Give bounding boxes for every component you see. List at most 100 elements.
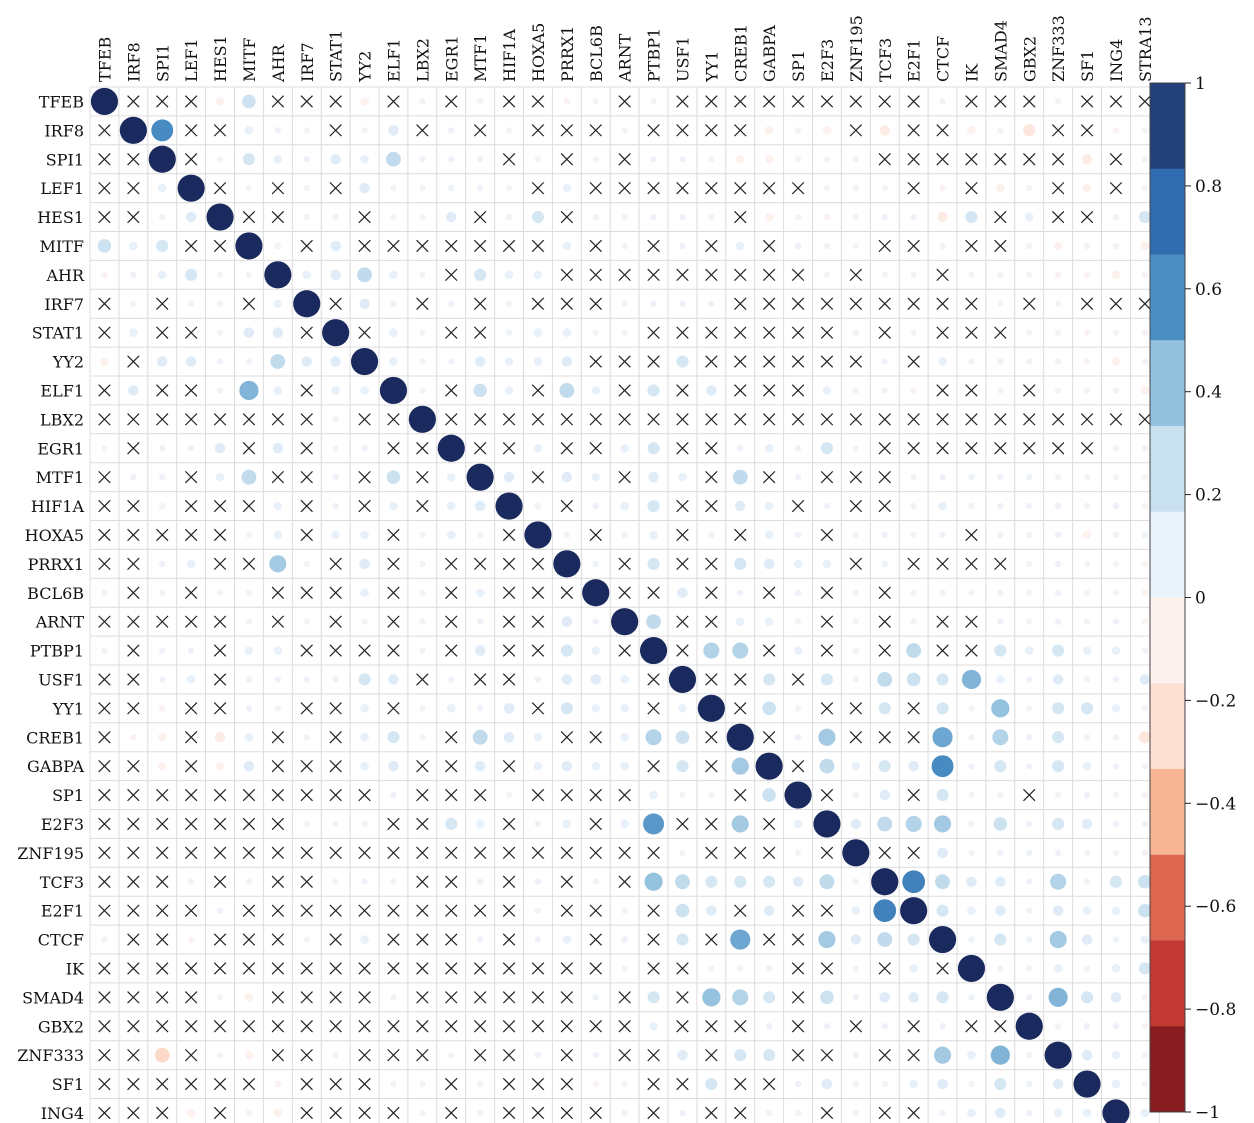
correlation-circle: [822, 386, 832, 395]
correlation-circle: [303, 820, 310, 828]
correlation-circle: [235, 232, 263, 260]
insignificant-mark: [531, 384, 545, 397]
insignificant-mark: [184, 153, 198, 166]
insignificant-mark: [416, 442, 429, 455]
correlation-circle: [991, 699, 1010, 718]
correlation-circle: [937, 1078, 948, 1090]
correlation-circle: [997, 849, 1004, 857]
correlation-circle: [101, 271, 108, 279]
insignificant-mark: [329, 297, 342, 310]
column-label: LEF1: [182, 38, 201, 82]
insignificant-mark: [531, 95, 545, 108]
insignificant-mark: [242, 1077, 256, 1091]
column-label: SP1: [789, 50, 808, 82]
correlation-circle: [274, 676, 282, 683]
insignificant-mark: [184, 413, 198, 426]
correlation-circle: [708, 531, 715, 539]
insignificant-mark: [762, 384, 776, 397]
correlation-circle: [360, 704, 369, 713]
correlation-circle: [1048, 987, 1068, 1007]
correlation-circle: [676, 933, 689, 946]
correlation-circle: [818, 728, 836, 746]
correlation-circle: [1052, 760, 1065, 773]
insignificant-mark: [416, 1048, 429, 1062]
insignificant-mark: [762, 181, 776, 195]
insignificant-mark: [358, 904, 371, 917]
insignificant-mark: [98, 846, 111, 860]
correlation-circle: [1054, 329, 1062, 336]
insignificant-mark: [907, 788, 920, 802]
insignificant-mark: [271, 181, 285, 195]
correlation-circle: [764, 126, 774, 135]
correlation-circle: [823, 502, 831, 510]
correlation-circle: [813, 810, 841, 838]
insignificant-mark: [502, 904, 516, 917]
correlation-circle: [910, 271, 917, 279]
correlation-circle: [1026, 734, 1033, 741]
correlation-circle: [620, 732, 629, 742]
insignificant-mark: [1051, 413, 1065, 426]
correlation-circle: [820, 990, 834, 1005]
insignificant-mark: [300, 326, 313, 339]
insignificant-mark: [127, 673, 140, 686]
correlation-circle: [151, 119, 174, 142]
row-label: SPI1: [46, 150, 84, 169]
insignificant-mark: [502, 153, 516, 166]
insignificant-mark: [358, 413, 371, 426]
correlation-circle: [794, 1080, 802, 1088]
insignificant-mark: [820, 355, 834, 368]
correlation-circle: [273, 1108, 283, 1118]
insignificant-mark: [791, 991, 805, 1004]
row-label: ING4: [41, 1104, 84, 1123]
correlation-circle: [764, 501, 774, 511]
correlation-circle: [1026, 849, 1033, 857]
insignificant-mark: [473, 962, 487, 975]
correlation-circle: [419, 618, 426, 625]
insignificant-mark: [560, 124, 574, 137]
correlation-circle: [359, 182, 370, 194]
correlation-circle: [1026, 242, 1033, 250]
correlation-circle: [852, 618, 860, 625]
correlation-circle: [159, 502, 166, 510]
correlation-circle: [215, 761, 225, 771]
correlation-circle: [591, 646, 601, 655]
insignificant-mark: [156, 904, 169, 917]
insignificant-mark: [965, 1020, 978, 1033]
correlation-circle: [679, 849, 686, 857]
correlation-circle: [1052, 644, 1065, 657]
correlation-circle: [185, 356, 197, 367]
correlation-circle: [968, 936, 975, 943]
correlation-circle: [533, 328, 543, 337]
correlation-circle: [668, 665, 697, 694]
correlation-circle: [293, 290, 321, 318]
insignificant-mark: [329, 846, 342, 860]
correlation-circle: [390, 1080, 397, 1088]
correlation-circle: [755, 752, 783, 780]
correlation-circle: [708, 300, 715, 307]
insignificant-mark: [531, 124, 545, 137]
correlation-circle: [562, 328, 572, 337]
insignificant-mark: [994, 1020, 1007, 1033]
correlation-circle: [187, 936, 195, 943]
insignificant-mark: [127, 528, 140, 542]
correlation-circle: [244, 126, 254, 135]
insignificant-mark: [213, 413, 227, 426]
correlation-circle: [647, 557, 660, 570]
row-label: EGR1: [37, 439, 84, 458]
correlation-circle: [967, 1050, 976, 1060]
correlation-circle: [157, 270, 167, 280]
insignificant-mark: [994, 95, 1007, 108]
insignificant-mark: [127, 846, 140, 860]
correlation-circle: [419, 1080, 426, 1088]
insignificant-mark: [416, 673, 429, 686]
correlation-circle: [1141, 156, 1149, 163]
correlation-circle: [448, 300, 455, 307]
correlation-circle: [533, 443, 543, 453]
correlation-circle: [908, 992, 919, 1003]
insignificant-mark: [531, 1020, 545, 1033]
correlation-circle: [157, 183, 167, 193]
insignificant-mark: [994, 557, 1007, 571]
insignificant-mark: [560, 991, 574, 1004]
correlation-circle: [968, 589, 975, 596]
insignificant-mark: [473, 788, 487, 802]
